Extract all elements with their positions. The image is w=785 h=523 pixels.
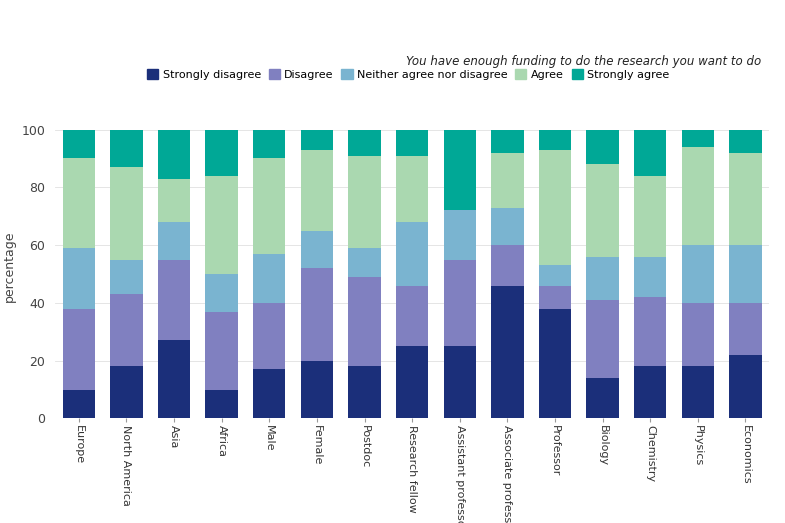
Bar xyxy=(729,355,761,418)
Bar xyxy=(729,303,761,355)
Bar xyxy=(681,245,714,303)
Bar xyxy=(253,130,286,158)
Bar xyxy=(491,286,524,418)
Text: You have enough funding to do the research you want to do: You have enough funding to do the resear… xyxy=(406,55,761,68)
Bar xyxy=(110,167,143,259)
Bar xyxy=(63,130,95,158)
Bar xyxy=(634,297,666,367)
Bar xyxy=(586,130,619,164)
Bar xyxy=(396,346,429,418)
Bar xyxy=(539,309,571,418)
Bar xyxy=(634,367,666,418)
Bar xyxy=(586,164,619,257)
Bar xyxy=(301,268,333,361)
Bar xyxy=(301,130,333,150)
Bar xyxy=(729,153,761,245)
Bar xyxy=(444,210,476,259)
Bar xyxy=(301,361,333,418)
Bar xyxy=(253,158,286,254)
Bar xyxy=(110,367,143,418)
Bar xyxy=(349,130,381,155)
Bar xyxy=(158,259,190,340)
Bar xyxy=(301,150,333,231)
Bar xyxy=(539,265,571,286)
Bar xyxy=(396,155,429,222)
Bar xyxy=(396,286,429,346)
Bar xyxy=(396,130,429,155)
Bar xyxy=(396,222,429,286)
Bar xyxy=(349,277,381,367)
Bar xyxy=(158,179,190,222)
Bar xyxy=(349,367,381,418)
Bar xyxy=(158,222,190,259)
Text: THE AVAILABILITY OF RESEARCH FUNDING: THE AVAILABILITY OF RESEARCH FUNDING xyxy=(411,16,761,31)
Bar xyxy=(301,231,333,268)
Bar xyxy=(110,259,143,294)
Bar xyxy=(681,367,714,418)
Bar xyxy=(586,257,619,300)
Bar xyxy=(206,176,238,274)
Bar xyxy=(349,248,381,277)
Bar xyxy=(491,130,524,153)
Bar xyxy=(110,130,143,167)
Bar xyxy=(444,259,476,346)
Bar xyxy=(158,130,190,179)
Bar xyxy=(158,340,190,418)
Bar xyxy=(729,245,761,303)
Bar xyxy=(539,286,571,309)
Bar xyxy=(253,254,286,303)
Bar xyxy=(206,130,238,176)
Bar xyxy=(206,390,238,418)
Bar xyxy=(539,150,571,265)
Bar xyxy=(539,130,571,150)
Bar xyxy=(444,130,476,210)
Bar xyxy=(681,303,714,367)
Bar xyxy=(110,294,143,367)
Y-axis label: percentage: percentage xyxy=(3,231,16,302)
Bar xyxy=(681,130,714,147)
Bar xyxy=(491,153,524,208)
Bar xyxy=(586,300,619,378)
Bar xyxy=(444,346,476,418)
Bar xyxy=(206,274,238,312)
Bar xyxy=(253,369,286,418)
Bar xyxy=(634,130,666,176)
Bar xyxy=(586,378,619,418)
Bar xyxy=(63,248,95,309)
Bar xyxy=(63,158,95,248)
Bar xyxy=(491,245,524,286)
Bar xyxy=(63,309,95,390)
Bar xyxy=(63,390,95,418)
Bar xyxy=(349,155,381,248)
Legend: Strongly disagree, Disagree, Neither agree nor disagree, Agree, Strongly agree: Strongly disagree, Disagree, Neither agr… xyxy=(147,70,670,80)
Bar xyxy=(253,303,286,369)
Bar xyxy=(634,257,666,297)
Bar xyxy=(491,208,524,245)
Bar xyxy=(634,176,666,257)
Bar xyxy=(206,312,238,390)
Bar xyxy=(681,147,714,245)
Bar xyxy=(729,130,761,153)
